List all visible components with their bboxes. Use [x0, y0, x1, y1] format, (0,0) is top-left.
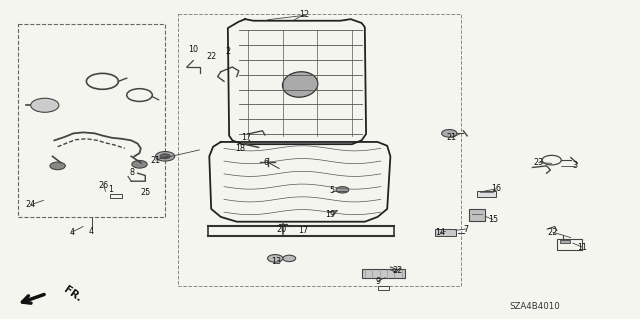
Text: 22: 22 — [392, 266, 403, 275]
Text: 3: 3 — [572, 161, 577, 170]
Text: 17: 17 — [241, 133, 252, 142]
Text: FR.: FR. — [62, 285, 84, 304]
Bar — [469, 209, 485, 221]
Text: 20: 20 — [276, 225, 287, 234]
Bar — [378, 286, 389, 290]
Text: 22: 22 — [206, 52, 216, 61]
Bar — [110, 194, 122, 198]
Text: 12: 12 — [300, 10, 310, 19]
Bar — [18, 24, 165, 217]
Text: 24: 24 — [26, 200, 36, 209]
Text: 13: 13 — [271, 257, 282, 266]
Text: 21: 21 — [150, 156, 161, 165]
Circle shape — [50, 162, 65, 170]
Text: 2: 2 — [225, 47, 230, 56]
Circle shape — [160, 154, 170, 159]
Text: 17: 17 — [298, 226, 308, 235]
Text: 22: 22 — [548, 228, 558, 237]
Text: 23: 23 — [534, 158, 544, 167]
Text: 10: 10 — [188, 45, 198, 54]
Circle shape — [156, 152, 175, 161]
Bar — [477, 191, 496, 197]
Text: 1: 1 — [108, 185, 113, 194]
Text: 9: 9 — [375, 277, 380, 286]
Circle shape — [336, 187, 349, 193]
Circle shape — [442, 130, 457, 137]
Text: 16: 16 — [491, 184, 501, 193]
Text: 7: 7 — [463, 225, 468, 234]
Bar — [362, 269, 405, 278]
Text: 18: 18 — [236, 144, 246, 153]
Text: 5: 5 — [330, 186, 335, 195]
Text: 11: 11 — [577, 243, 588, 252]
Text: 21: 21 — [447, 133, 457, 142]
Bar — [560, 240, 570, 243]
Bar — [178, 14, 461, 286]
Text: 19: 19 — [325, 210, 335, 219]
Ellipse shape — [282, 72, 318, 97]
Text: 26: 26 — [99, 181, 109, 190]
Text: 25: 25 — [141, 188, 151, 197]
Circle shape — [283, 255, 296, 262]
Circle shape — [31, 98, 59, 112]
Text: SZA4B4010: SZA4B4010 — [509, 302, 560, 311]
Text: 14: 14 — [435, 228, 445, 237]
Bar — [435, 229, 456, 236]
Text: 8: 8 — [130, 168, 135, 177]
Text: 6: 6 — [263, 158, 268, 167]
Text: 4: 4 — [69, 228, 74, 237]
Circle shape — [132, 160, 147, 168]
Text: 4: 4 — [89, 227, 94, 236]
Bar — [557, 239, 582, 250]
Circle shape — [268, 255, 283, 262]
Text: 15: 15 — [488, 215, 498, 224]
